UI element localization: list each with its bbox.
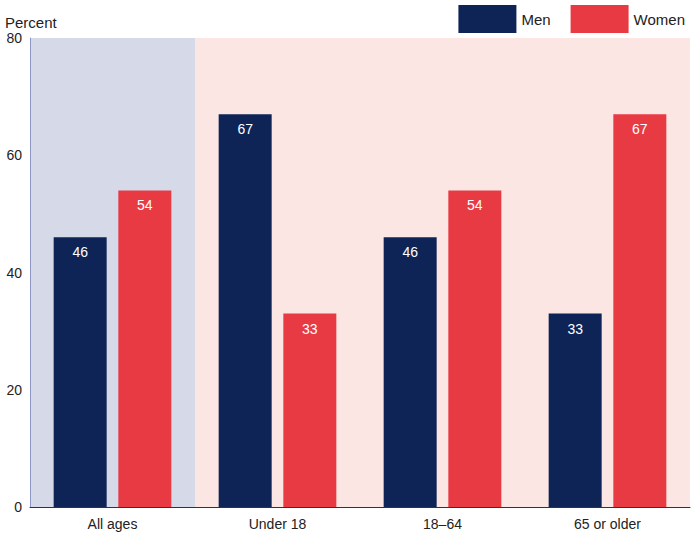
svg-text:54: 54 [137,197,153,213]
svg-text:Women: Women [634,11,685,28]
svg-text:46: 46 [402,244,418,260]
svg-text:All ages: All ages [88,516,138,532]
svg-text:80: 80 [6,30,22,46]
svg-text:65 or older: 65 or older [574,516,641,532]
svg-text:67: 67 [632,121,648,137]
svg-text:Percent: Percent [5,14,58,31]
svg-text:33: 33 [302,321,318,337]
svg-text:Men: Men [521,11,550,28]
svg-text:0: 0 [14,499,22,515]
svg-text:46: 46 [72,244,88,260]
svg-text:54: 54 [467,197,483,213]
svg-text:33: 33 [567,321,583,337]
svg-text:40: 40 [6,265,22,281]
svg-text:20: 20 [6,382,22,398]
svg-text:60: 60 [6,147,22,163]
svg-text:18–64: 18–64 [423,516,462,532]
svg-text:Under 18: Under 18 [249,516,307,532]
svg-text:67: 67 [237,121,253,137]
